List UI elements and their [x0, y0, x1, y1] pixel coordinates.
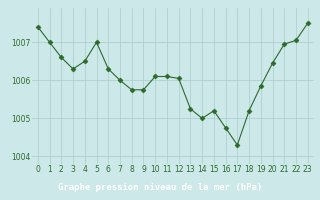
Text: Graphe pression niveau de la mer (hPa): Graphe pression niveau de la mer (hPa)	[58, 182, 262, 192]
